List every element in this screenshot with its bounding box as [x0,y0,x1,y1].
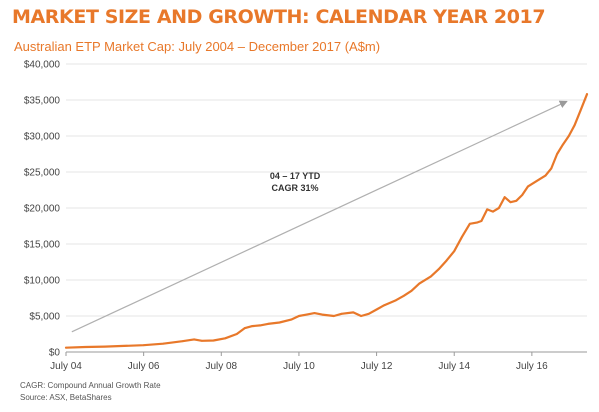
data-point [486,208,489,211]
data-point [224,337,227,340]
data-point [142,344,145,347]
y-tick-label: $35,000 [24,96,61,107]
x-tick-label: July 16 [516,361,548,372]
data-point [360,315,362,317]
data-point [579,109,582,112]
data-point [103,345,106,348]
data-point [84,346,87,348]
data-point [521,194,524,196]
data-point [468,222,471,225]
y-tick-label: $30,000 [24,132,61,143]
data-point [544,174,547,177]
y-axis: $0 $5,000 $10,000 $15,000 $20,000 $25,000 $30,… [24,60,61,359]
data-point [212,339,215,342]
data-point [402,294,405,297]
data-point [298,315,300,317]
data-point [65,346,67,349]
data-point [503,196,506,199]
chart-subtitle: Australian ETP Market Cap: July 2004 – D… [14,39,381,54]
data-point [418,282,421,285]
data-point [480,220,483,222]
data-point [162,342,165,345]
data-point [375,308,378,311]
data-point [290,318,293,321]
series-group [64,93,589,349]
data-point [333,315,335,317]
data-point [453,250,456,253]
data-point [340,312,343,315]
data-point [532,181,535,184]
data-point [550,167,553,170]
data-point [201,339,203,342]
x-tick-label: July 12 [361,361,393,372]
data-point [538,178,541,181]
data-point [527,185,529,188]
y-tick-label: $10,000 [24,276,61,287]
data-point [476,221,479,224]
data-point [509,201,512,204]
x-tick-label: July 06 [128,361,160,372]
trend-arrow-line [71,100,568,333]
data-point [313,312,316,314]
annotation-text: 04 – 17 YTD [270,171,321,181]
data-point [305,313,308,316]
data-point [352,311,355,314]
x-tick-label: July 08 [205,361,237,372]
x-tick-label: July 10 [283,361,315,372]
data-point [367,312,370,315]
data-point [492,210,494,213]
gridlines [66,63,587,317]
data-point [251,325,254,327]
series-line-market-cap [64,93,589,349]
data-point [321,313,324,316]
data-point [567,135,570,137]
x-tick-label: July 14 [438,361,470,372]
data-point [123,345,126,347]
footnote-cagr: CAGR: Compound Annual Growth Rate [20,381,161,390]
x-tick-label: July 04 [50,361,82,372]
footnote-source: Source: ASX, BetaShares [20,393,112,402]
data-point [193,338,196,341]
data-point [437,268,440,271]
y-tick-label: $25,000 [24,168,61,179]
data-point [461,235,463,238]
data-point [515,199,518,202]
y-tick-label: $0 [49,348,61,359]
data-point [556,153,558,155]
x-axis: July 04 July 06 July 08 July 10 July 12 July … [50,351,587,372]
data-point [243,327,246,330]
page-title: MARKET SIZE AND GROWTH: CALENDAR YEAR 20… [12,6,546,28]
data-point [395,299,397,302]
y-tick-label: $15,000 [24,240,61,251]
data-point [430,275,432,278]
data-point [445,259,448,262]
data-point [267,323,269,325]
y-tick-label: $5,000 [29,312,60,323]
data-point [235,333,238,335]
data-point [562,143,564,146]
annotation-group: 04 – 17 YTD CAGR 31% [270,171,321,193]
data-point [410,289,413,292]
y-tick-label: $20,000 [24,204,61,215]
data-point [181,340,184,343]
trend-arrow [71,100,568,333]
data-point [383,304,386,307]
data-point [498,207,500,209]
data-point [259,324,261,327]
annotation-text: CAGR 31% [272,183,319,193]
y-tick-label: $40,000 [24,60,61,71]
data-point [573,124,576,127]
data-point [586,93,588,96]
data-point [278,321,281,324]
